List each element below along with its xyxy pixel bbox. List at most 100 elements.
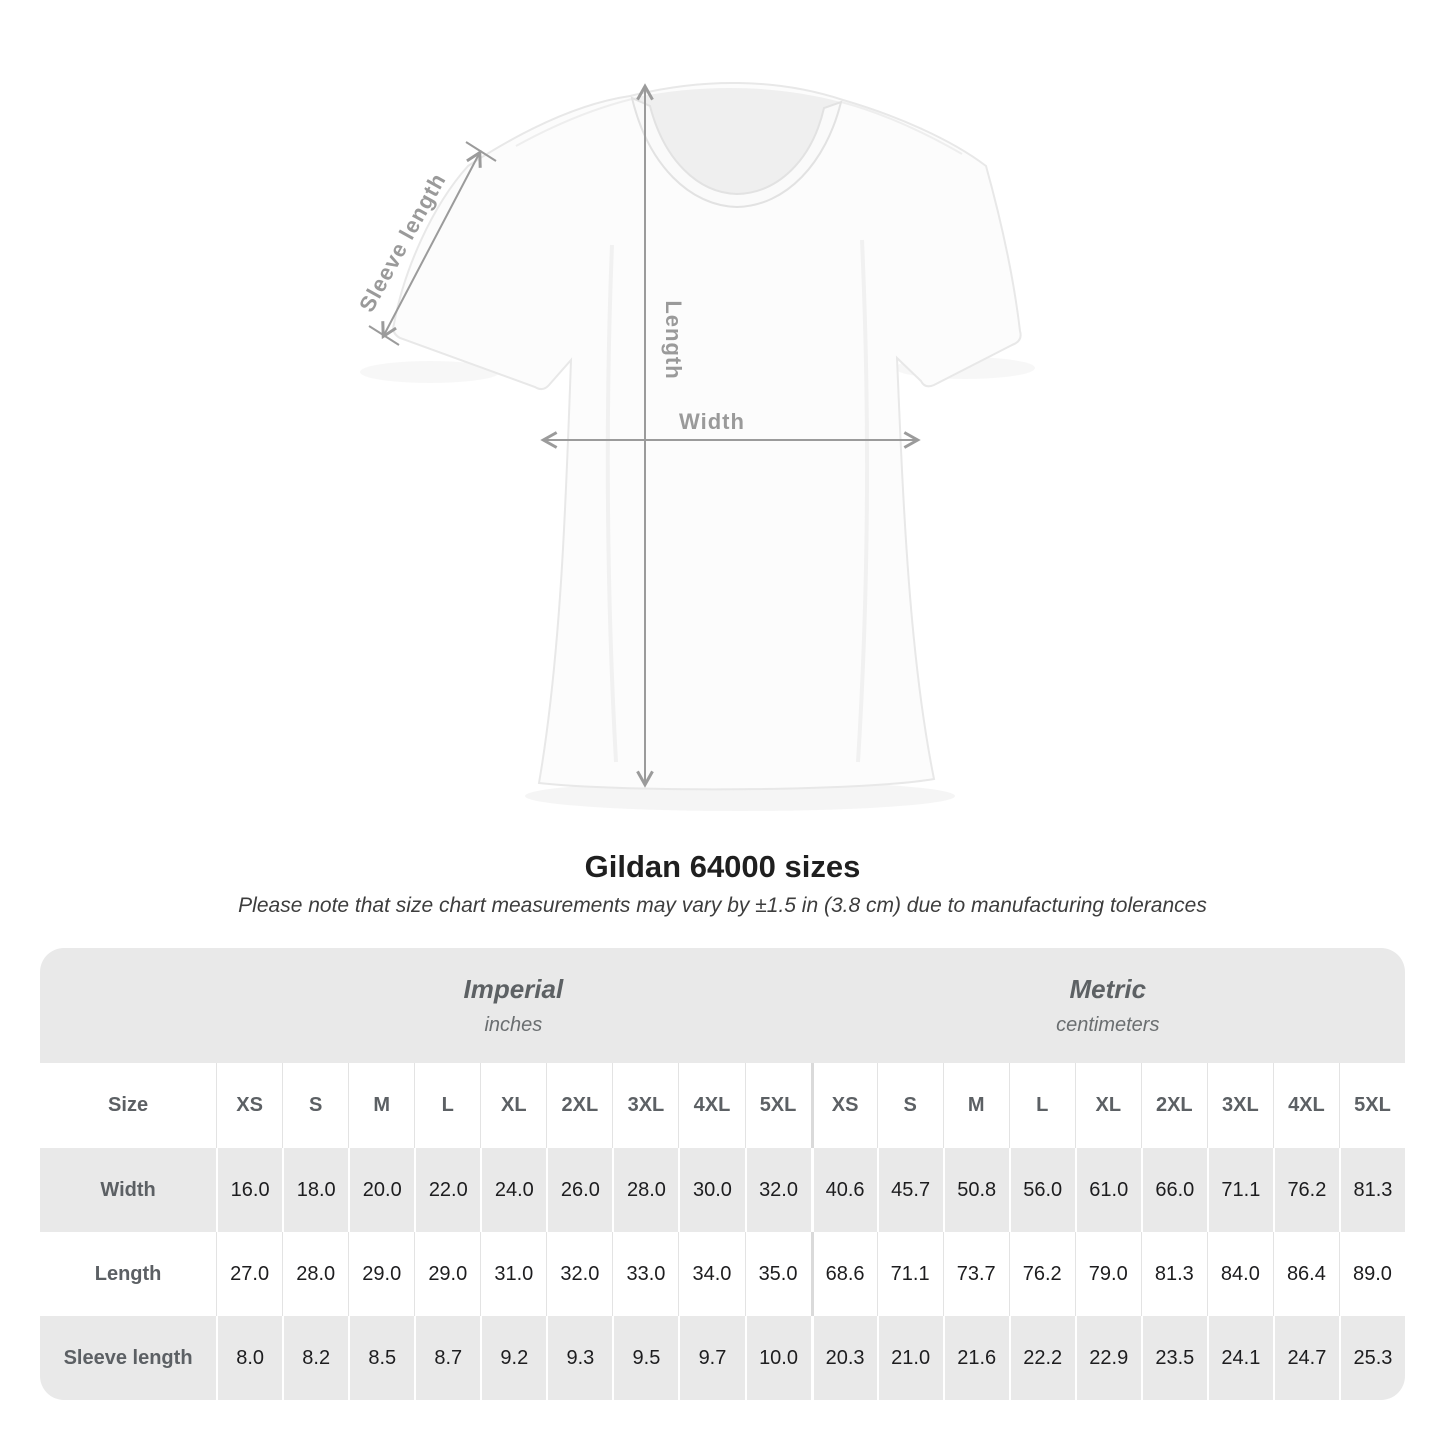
metric-unit: centimeters: [1056, 1014, 1160, 1036]
size-cell: XS: [810, 1063, 877, 1148]
value-cell: 8.7: [414, 1316, 481, 1400]
table-row-width: Width 16.0 18.0 20.0 22.0 24.0 26.0 28.0…: [40, 1148, 1405, 1232]
value-cell: 9.5: [612, 1316, 679, 1400]
value-cell: 30.0: [678, 1148, 745, 1232]
value-cell: 21.6: [942, 1316, 1009, 1400]
value-cell: 61.0: [1074, 1148, 1141, 1232]
imperial-title: Imperial: [463, 974, 564, 1004]
value-cell: 32.0: [744, 1148, 811, 1232]
value-cell: 8.0: [216, 1316, 283, 1400]
value-cell: 22.9: [1074, 1316, 1141, 1400]
value-cell: 45.7: [876, 1148, 943, 1232]
size-header-row: Size XS S M L XL 2XL 3XL 4XL 5XL XS S M …: [40, 1063, 1405, 1148]
table-row-length: Length 27.0 28.0 29.0 29.0 31.0 32.0 33.…: [40, 1232, 1405, 1316]
size-cell: XL: [480, 1063, 547, 1148]
measurement-annotations: [368, 83, 921, 788]
unit-header-corner: [40, 948, 217, 1063]
size-cell: L: [414, 1063, 481, 1148]
value-cell: 68.6: [810, 1232, 877, 1316]
size-col-header: Size: [40, 1063, 217, 1148]
value-cell: 24.1: [1206, 1316, 1273, 1400]
value-cell: 71.1: [876, 1232, 943, 1316]
value-cell: 28.0: [612, 1148, 679, 1232]
value-cell: 24.0: [480, 1148, 547, 1232]
value-cell: 28.0: [282, 1232, 349, 1316]
size-cell: 2XL: [546, 1063, 613, 1148]
value-cell: 21.0: [876, 1316, 943, 1400]
value-cell: 29.0: [414, 1232, 481, 1316]
size-cell: S: [282, 1063, 349, 1148]
value-cell: 81.3: [1338, 1148, 1405, 1232]
size-cell: 3XL: [1206, 1063, 1273, 1148]
value-cell: 50.8: [942, 1148, 1009, 1232]
size-cell: S: [876, 1063, 943, 1148]
row-label: Length: [40, 1232, 217, 1316]
metric-header: Metric centimeters: [810, 948, 1405, 1063]
value-cell: 56.0: [1008, 1148, 1075, 1232]
sleeve-length-arrow: [381, 149, 482, 340]
table-row-sleeve-length: Sleeve length 8.0 8.2 8.5 8.7 9.2 9.3 9.…: [40, 1316, 1405, 1400]
value-cell: 25.3: [1338, 1316, 1405, 1400]
sleeve-shadow-left: [360, 361, 500, 383]
page-title: Gildan 64000 sizes: [584, 849, 861, 884]
value-cell: 34.0: [678, 1232, 745, 1316]
shirt-fold-right: [856, 239, 869, 763]
size-cell: 4XL: [1272, 1063, 1339, 1148]
size-cell: M: [942, 1063, 1009, 1148]
value-cell: 9.2: [480, 1316, 547, 1400]
value-cell: 33.0: [612, 1232, 679, 1316]
value-cell: 26.0: [546, 1148, 613, 1232]
value-cell: 23.5: [1140, 1316, 1207, 1400]
size-cell: 5XL: [744, 1063, 811, 1148]
unit-header-row: Imperial inches Metric centimeters: [40, 948, 1405, 1063]
value-cell: 31.0: [480, 1232, 547, 1316]
value-cell: 8.2: [282, 1316, 349, 1400]
size-table: Imperial inches Metric centimeters Size …: [40, 948, 1405, 1400]
shirt-fold-left: [605, 244, 618, 763]
value-cell: 29.0: [348, 1232, 415, 1316]
metric-title: Metric: [1069, 974, 1147, 1004]
shirt-measurement-diagram: Sleeve length Length Width: [353, 81, 1035, 811]
value-cell: 20.0: [348, 1148, 415, 1232]
value-cell: 24.7: [1272, 1316, 1339, 1400]
value-cell: 89.0: [1338, 1232, 1405, 1316]
value-cell: 9.7: [678, 1316, 745, 1400]
size-cell: L: [1008, 1063, 1075, 1148]
size-cell: 5XL: [1338, 1063, 1405, 1148]
value-cell: 27.0: [216, 1232, 283, 1316]
value-cell: 9.3: [546, 1316, 613, 1400]
imperial-unit: inches: [484, 1014, 543, 1036]
value-cell: 66.0: [1140, 1148, 1207, 1232]
value-cell: 35.0: [744, 1232, 811, 1316]
size-table-grid: Imperial inches Metric centimeters Size …: [40, 948, 1405, 1400]
row-label: Sleeve length: [40, 1316, 217, 1400]
value-cell: 73.7: [942, 1232, 1009, 1316]
tolerance-note: Please note that size chart measurements…: [238, 894, 1207, 917]
sleeve-arrow-tick-bottom: [368, 325, 400, 346]
value-cell: 81.3: [1140, 1232, 1207, 1316]
value-cell: 20.3: [810, 1316, 877, 1400]
value-cell: 22.2: [1008, 1316, 1075, 1400]
value-cell: 8.5: [348, 1316, 415, 1400]
shoulder-seam-left: [515, 98, 633, 147]
value-cell: 79.0: [1074, 1232, 1141, 1316]
collar-band: [630, 96, 843, 209]
length-label: Length: [661, 300, 686, 379]
width-label: Width: [679, 409, 745, 434]
value-cell: 22.0: [414, 1148, 481, 1232]
size-cell: 4XL: [678, 1063, 745, 1148]
sleeve-arrow-tick-top: [465, 141, 497, 162]
size-cell: XS: [216, 1063, 283, 1148]
size-cell: 2XL: [1140, 1063, 1207, 1148]
size-cell: XL: [1074, 1063, 1141, 1148]
tshirt-illustration: [360, 81, 1035, 811]
value-cell: 18.0: [282, 1148, 349, 1232]
value-cell: 76.2: [1272, 1148, 1339, 1232]
size-cell: M: [348, 1063, 415, 1148]
row-label: Width: [40, 1148, 217, 1232]
shoulder-seam-right: [840, 101, 963, 155]
value-cell: 10.0: [744, 1316, 811, 1400]
value-cell: 40.6: [810, 1148, 877, 1232]
value-cell: 71.1: [1206, 1148, 1273, 1232]
